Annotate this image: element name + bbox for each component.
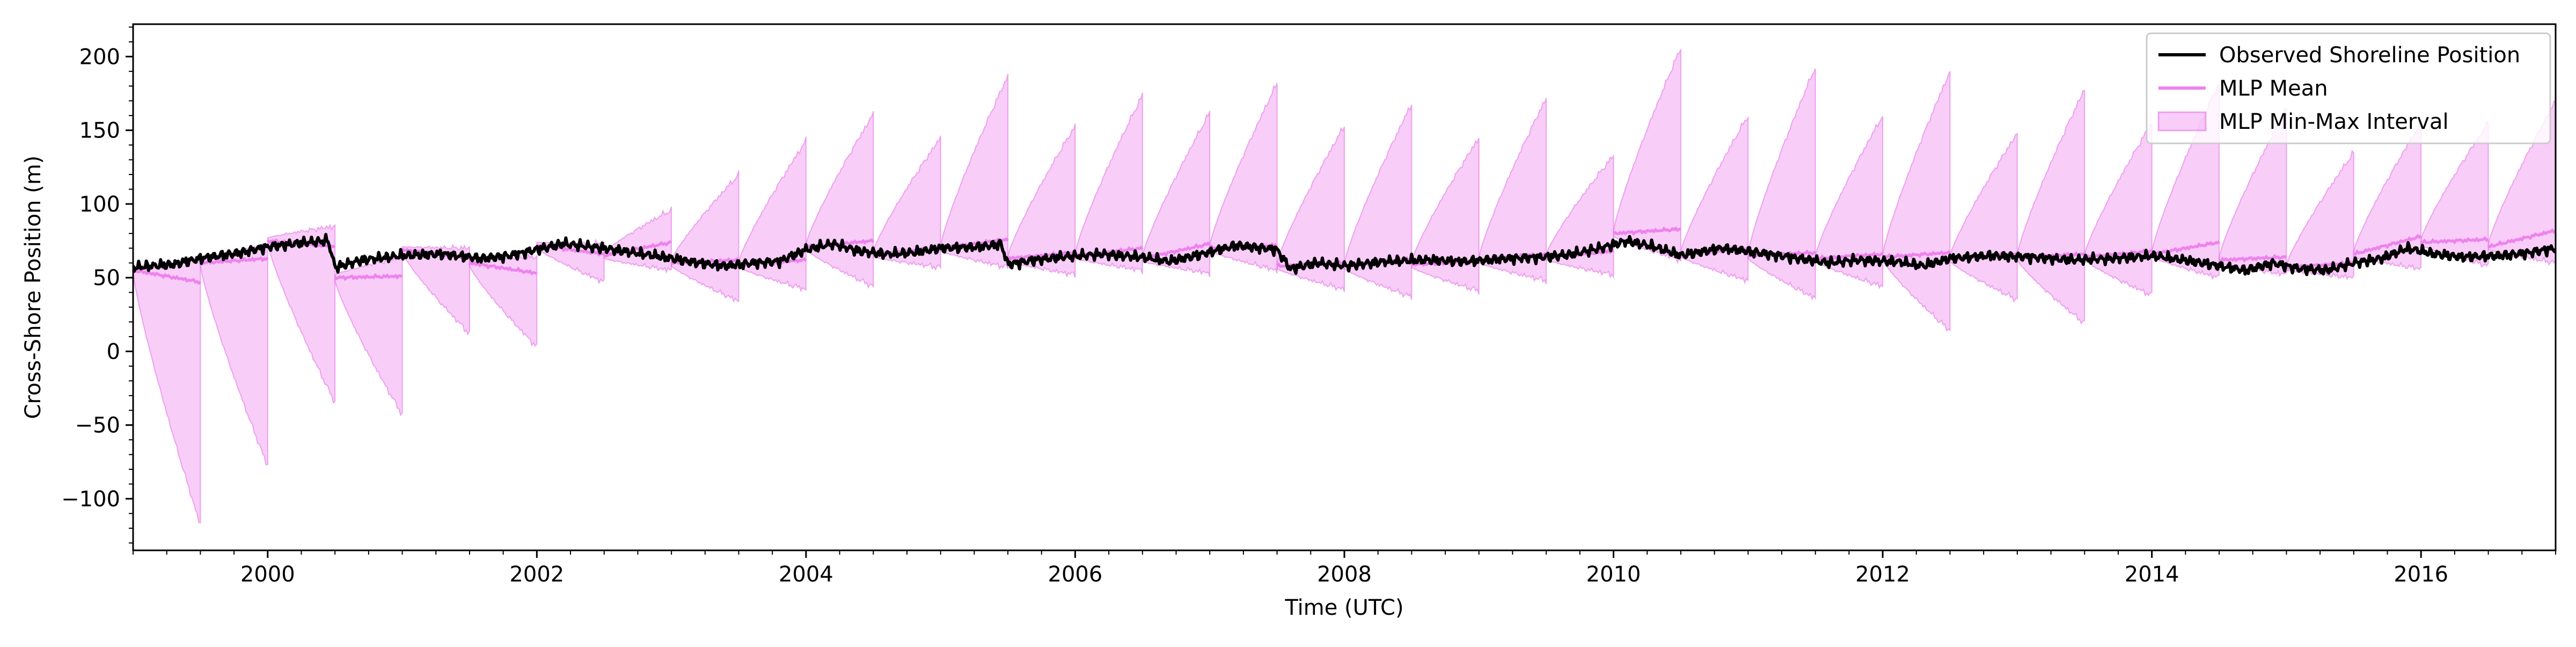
mlp-mean-segment bbox=[2420, 236, 2489, 245]
mlp-mean-segment bbox=[1882, 250, 1951, 259]
min-max-band bbox=[1141, 111, 1211, 278]
mlp-mean-segment bbox=[334, 273, 403, 281]
min-max-band bbox=[603, 206, 672, 274]
y-axis-label: Cross-Shore Position (m) bbox=[21, 156, 46, 419]
min-max-band bbox=[1209, 83, 1278, 274]
legend-label-band: MLP Min-Max Interval bbox=[2219, 110, 2449, 134]
min-max-band bbox=[1747, 68, 1816, 301]
mlp-mean-segment bbox=[1141, 241, 1211, 260]
min-max-band bbox=[671, 170, 740, 303]
y-tick-label: −50 bbox=[75, 413, 120, 438]
min-max-band bbox=[1344, 104, 1413, 300]
y-tick-label: −100 bbox=[61, 487, 120, 512]
y-tick-label: 50 bbox=[93, 266, 120, 290]
min-max-band bbox=[401, 243, 470, 336]
min-max-band bbox=[2286, 150, 2354, 280]
x-tick-label: 2012 bbox=[1855, 562, 1910, 587]
y-tick-label: 0 bbox=[107, 339, 120, 364]
min-max-band bbox=[873, 135, 941, 271]
mlp-mean-segment bbox=[2487, 228, 2556, 249]
min-max-band bbox=[1882, 71, 1951, 332]
min-max-band bbox=[1478, 98, 1547, 285]
mlp-mean-segment bbox=[1007, 250, 1077, 261]
x-axis-label: Time (UTC) bbox=[1284, 595, 1403, 620]
min-max-band bbox=[1411, 137, 1480, 295]
legend-swatch-band bbox=[2157, 111, 2207, 132]
min-max-band bbox=[2420, 120, 2489, 268]
y-tick-label: 200 bbox=[79, 45, 120, 69]
x-tick-label: 2004 bbox=[779, 562, 833, 587]
mlp-mean-segment bbox=[2151, 240, 2220, 257]
y-tick-label: 100 bbox=[79, 192, 120, 217]
mlp-mean-segment bbox=[1613, 226, 1681, 236]
observed-line-group bbox=[133, 232, 2556, 277]
min-max-band bbox=[1814, 115, 1884, 289]
x-tick-label: 2008 bbox=[1317, 562, 1372, 587]
min-max-band bbox=[1680, 115, 1749, 285]
legend-label-mean: MLP Mean bbox=[2219, 76, 2328, 101]
min-max-band bbox=[1007, 123, 1076, 278]
min-max-band bbox=[1613, 49, 1681, 264]
min-max-band bbox=[267, 223, 336, 404]
x-tick-label: 2014 bbox=[2125, 562, 2179, 587]
legend-box bbox=[2146, 32, 2551, 144]
min-max-band bbox=[1074, 92, 1143, 274]
mlp-mean-segment bbox=[133, 268, 202, 285]
min-max-band bbox=[2084, 123, 2153, 297]
axes: 2000 2002 2004 2006 2008 2010 2012 2014 2016−100… bbox=[61, 23, 2557, 587]
mlp-mean-segment bbox=[469, 261, 537, 275]
x-tick-label: 2016 bbox=[2394, 562, 2448, 587]
x-tick-label: 2002 bbox=[509, 562, 564, 587]
x-tick-label: 2006 bbox=[1048, 562, 1103, 587]
legend: Observed Shoreline Position MLP Mean MLP… bbox=[2146, 32, 2551, 144]
min-max-band bbox=[2219, 108, 2287, 278]
min-max-band bbox=[1276, 126, 1345, 293]
min-max-band bbox=[334, 254, 403, 417]
min-max-band bbox=[133, 256, 201, 524]
min-max-band bbox=[200, 242, 268, 466]
mlp-mean-segment bbox=[1815, 251, 1884, 261]
observed-shoreline-line bbox=[133, 232, 2556, 277]
x-tick-label: 2010 bbox=[1586, 562, 1641, 587]
mlp-mean-segment bbox=[2219, 253, 2288, 263]
min-max-band bbox=[2016, 89, 2085, 325]
x-tick-label: 2000 bbox=[240, 562, 295, 587]
min-max-band bbox=[940, 74, 1009, 271]
mlp-mean-segment bbox=[199, 256, 269, 266]
min-max-band bbox=[805, 111, 874, 289]
mlp-mean-segment bbox=[2084, 248, 2153, 259]
y-tick-label: 150 bbox=[79, 119, 120, 143]
min-max-band bbox=[1949, 133, 2018, 303]
legend-label-observed: Observed Shoreline Position bbox=[2219, 43, 2520, 68]
min-max-band bbox=[738, 136, 807, 293]
mlp-mean-segment bbox=[2353, 234, 2422, 256]
